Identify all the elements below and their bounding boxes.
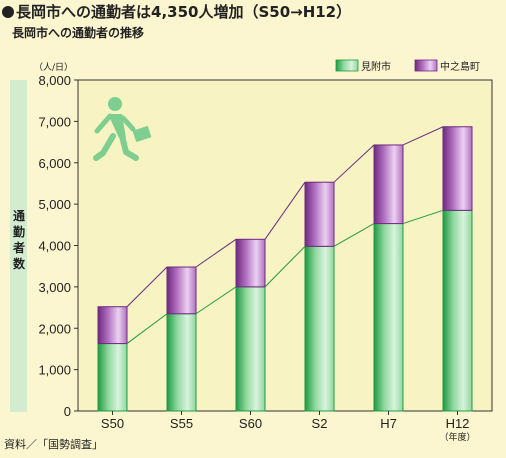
y-axis-label-char: 勤: [13, 224, 25, 239]
chart-title-text: 長岡市への通勤者は4,350人増加（S50→H12）: [16, 3, 352, 21]
walking-commuter-icon: [93, 97, 152, 161]
x-tick-label: H12: [446, 416, 470, 431]
connector-line-中之島町: [126, 266, 168, 308]
x-axis-note: （年度）: [439, 431, 475, 443]
legend-swatch-見附市: [335, 59, 359, 72]
bar-segment-中之島町: [304, 181, 335, 247]
source-note: 資料／「国勢調査」: [4, 438, 103, 451]
connector-line-中之島町: [402, 126, 444, 146]
x-tick-label: S50: [101, 416, 124, 431]
bar-segment-見附市: [373, 223, 404, 412]
connector-line-見附市: [264, 245, 306, 288]
x-tick-label: S2: [312, 416, 328, 431]
y-tick-label: 0: [64, 404, 71, 419]
x-tick-label: S60: [239, 416, 262, 431]
y-tick-label: 6,000: [38, 156, 71, 171]
y-axis-label-char: 者: [12, 240, 25, 255]
y-tick-label: 1,000: [38, 363, 71, 378]
y-axis-unit: （人/日）: [34, 62, 73, 73]
y-axis-band: [10, 80, 27, 412]
bar-segment-見附市: [442, 209, 473, 412]
y-axis-label-char: 数: [13, 256, 26, 271]
bar-segment-中之島町: [166, 266, 197, 315]
x-tick-label: S55: [170, 416, 193, 431]
connector-line-中之島町: [195, 238, 237, 268]
y-tick-label: 3,000: [38, 280, 71, 295]
y-tick-label: 8,000: [38, 73, 71, 88]
y-axis-label-char: 通: [13, 208, 25, 223]
connector-line-見附市: [195, 286, 237, 315]
x-tick-label: H7: [380, 416, 397, 431]
bullet-icon: [2, 6, 14, 18]
connector-line-中之島町: [333, 144, 375, 183]
bar-segment-中之島町: [373, 144, 404, 225]
bar-segment-見附市: [235, 286, 266, 412]
y-tick-label: 2,000: [38, 321, 71, 336]
bar-segment-見附市: [304, 245, 335, 412]
connector-line-見附市: [333, 223, 375, 247]
bar-segment-見附市: [97, 343, 128, 412]
y-tick-label: 4,000: [38, 239, 71, 254]
connector-line-中之島町: [264, 181, 306, 240]
connector-line-見附市: [126, 313, 168, 344]
chart-title: 長岡市への通勤者は4,350人増加（S50→H12）: [2, 1, 351, 22]
chart-subtitle: 長岡市への通勤者の推移: [12, 26, 145, 40]
legend-label-見附市: 見附市: [361, 60, 391, 73]
bar-segment-中之島町: [97, 306, 128, 345]
bar-segment-中之島町: [442, 126, 473, 211]
bar-segment-中之島町: [235, 238, 266, 288]
y-tick-label: 7,000: [38, 114, 71, 129]
bar-segment-見附市: [166, 313, 197, 412]
y-tick-label: 5,000: [38, 197, 71, 212]
legend-swatch-中之島町: [414, 59, 438, 72]
legend-label-中之島町: 中之島町: [440, 60, 480, 73]
connector-line-見附市: [402, 209, 444, 225]
